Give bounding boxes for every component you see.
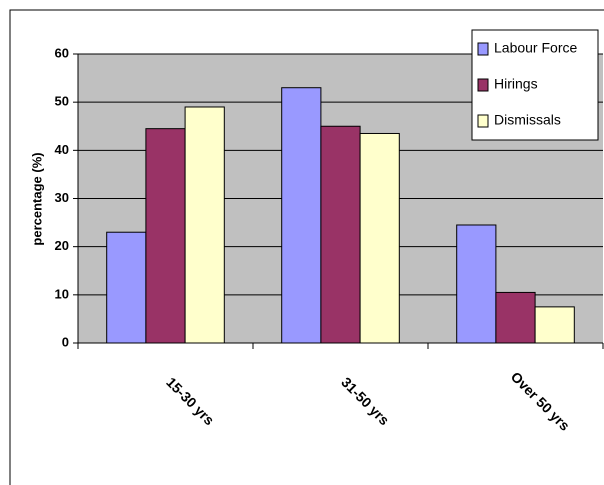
legend-box [471,29,599,141]
bar [184,106,225,344]
bar [145,128,186,344]
y-tick-label: 30 [55,190,69,205]
bar [281,87,322,344]
y-tick-label: 10 [55,286,69,301]
y-tick-label: 20 [55,238,69,253]
bar [495,291,536,344]
bar [320,125,361,344]
legend-label: Labour Force [494,40,577,56]
legend-label: Hirings [494,76,538,92]
legend-label: Dismissals [494,112,561,128]
legend-swatch [477,42,489,56]
y-tick-label: 40 [55,142,69,157]
y-tick-label: 0 [62,334,69,349]
legend-swatch [477,78,489,92]
y-axis-label: percentage (%) [29,152,44,245]
legend-swatch [477,114,489,128]
y-tick-label: 60 [55,45,69,60]
bar [106,231,147,344]
y-tick-label: 50 [55,94,69,109]
bar [534,306,575,344]
bar [456,224,497,344]
bar [359,132,400,344]
